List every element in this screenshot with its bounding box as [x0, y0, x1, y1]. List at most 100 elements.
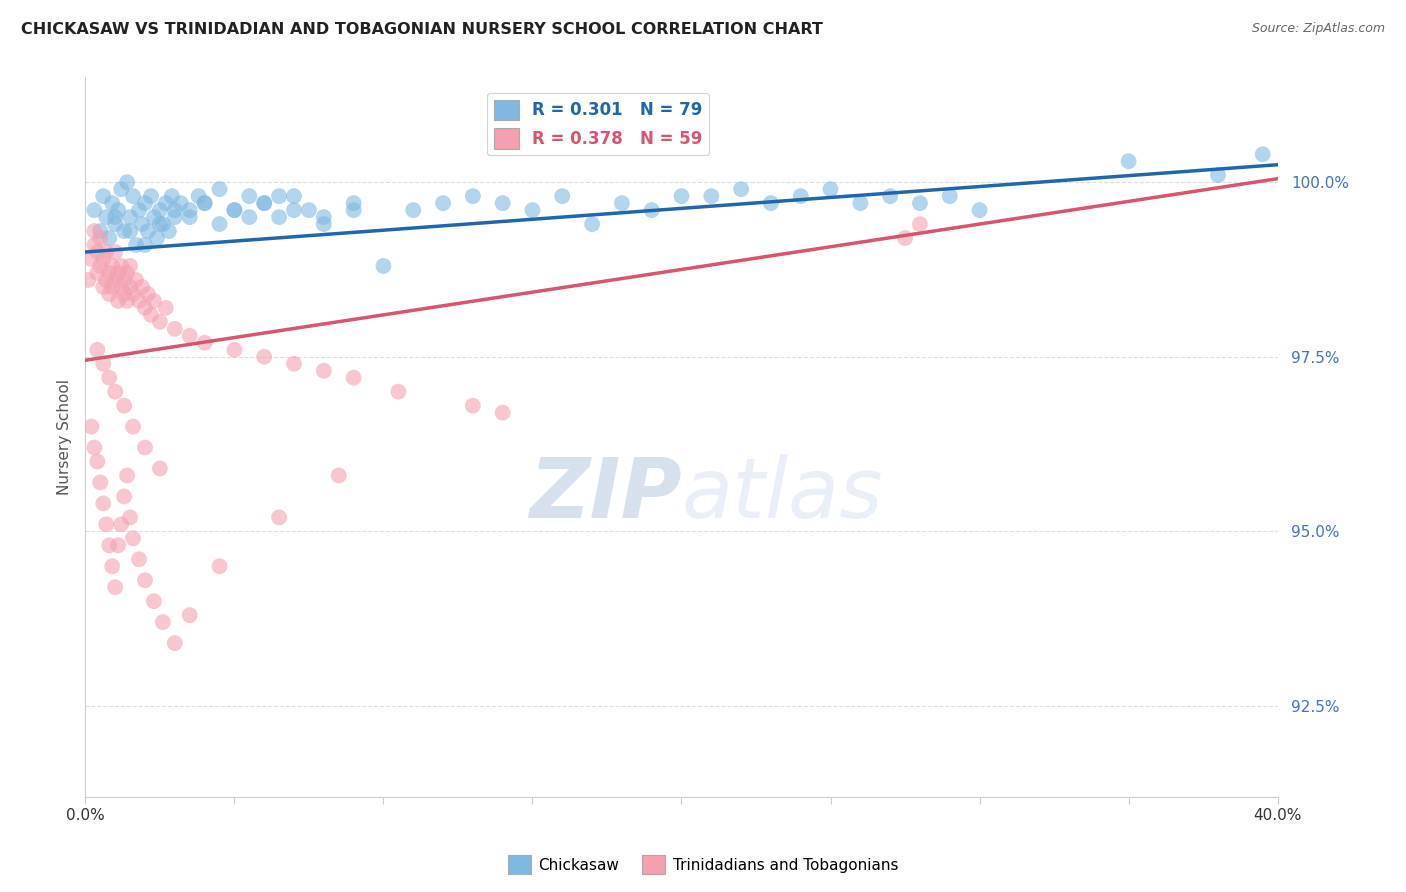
Point [160, 189, 183, 203]
Point [152, 615, 174, 629]
Point [86, 454, 108, 468]
Point [671, 189, 693, 203]
Text: atlas: atlas [682, 454, 883, 535]
Point [104, 210, 127, 224]
Point [894, 231, 917, 245]
Point [641, 203, 664, 218]
Text: CHICKASAW VS TRINIDADIAN AND TOBAGONIAN NURSERY SCHOOL CORRELATION CHART: CHICKASAW VS TRINIDADIAN AND TOBAGONIAN … [21, 22, 823, 37]
Point [312, 364, 335, 378]
Point [101, 280, 124, 294]
Point [122, 531, 145, 545]
Point [163, 210, 186, 224]
Legend: Chickasaw, Trinidadians and Tobagonians: Chickasaw, Trinidadians and Tobagonians [502, 849, 904, 880]
Point [343, 203, 366, 218]
Point [253, 196, 276, 211]
Point [208, 559, 231, 574]
Point [179, 210, 201, 224]
Point [91, 189, 114, 203]
Point [122, 286, 145, 301]
Point [104, 217, 127, 231]
Point [283, 203, 305, 218]
Point [86, 266, 108, 280]
Point [107, 266, 129, 280]
Point [492, 406, 515, 420]
Point [98, 538, 121, 552]
Point [83, 224, 105, 238]
Point [115, 468, 138, 483]
Point [120, 224, 142, 238]
Point [402, 203, 425, 218]
Point [91, 252, 114, 266]
Point [146, 231, 169, 245]
Point [91, 280, 114, 294]
Point [89, 259, 111, 273]
Point [136, 224, 159, 238]
Point [163, 322, 186, 336]
Point [238, 210, 260, 224]
Point [120, 510, 142, 524]
Point [343, 196, 366, 211]
Point [83, 203, 105, 218]
Point [101, 196, 124, 211]
Point [110, 182, 132, 196]
Point [80, 419, 103, 434]
Point [253, 196, 276, 211]
Point [104, 384, 127, 399]
Point [115, 175, 138, 189]
Point [1206, 168, 1229, 182]
Point [128, 552, 150, 566]
Point [110, 259, 132, 273]
Point [96, 517, 118, 532]
Point [269, 189, 291, 203]
Point [134, 301, 156, 315]
Point [253, 350, 276, 364]
Point [107, 538, 129, 552]
Point [89, 231, 111, 245]
Point [224, 343, 246, 357]
Point [759, 196, 782, 211]
Point [879, 189, 901, 203]
Point [107, 203, 129, 218]
Point [142, 594, 165, 608]
Point [730, 182, 752, 196]
Point [112, 273, 135, 287]
Point [194, 335, 217, 350]
Point [387, 384, 409, 399]
Point [122, 189, 145, 203]
Point [283, 189, 305, 203]
Point [187, 189, 209, 203]
Point [104, 580, 127, 594]
Point [131, 217, 153, 231]
Point [134, 238, 156, 252]
Point [107, 293, 129, 308]
Point [969, 203, 991, 218]
Point [283, 357, 305, 371]
Point [89, 224, 111, 238]
Point [194, 196, 217, 211]
Point [312, 217, 335, 231]
Point [139, 189, 162, 203]
Point [157, 224, 180, 238]
Point [96, 210, 118, 224]
Point [163, 636, 186, 650]
Text: Source: ZipAtlas.com: Source: ZipAtlas.com [1251, 22, 1385, 36]
Point [125, 238, 148, 252]
Point [208, 182, 231, 196]
Point [131, 280, 153, 294]
Point [128, 203, 150, 218]
Point [179, 328, 201, 343]
Point [170, 196, 193, 211]
Point [98, 266, 121, 280]
Point [110, 517, 132, 532]
Point [149, 315, 172, 329]
Point [120, 280, 142, 294]
Point [208, 217, 231, 231]
Point [163, 203, 186, 218]
Point [98, 286, 121, 301]
Point [149, 461, 172, 475]
Point [522, 203, 544, 218]
Point [86, 343, 108, 357]
Point [328, 468, 350, 483]
Point [790, 189, 813, 203]
Point [125, 273, 148, 287]
